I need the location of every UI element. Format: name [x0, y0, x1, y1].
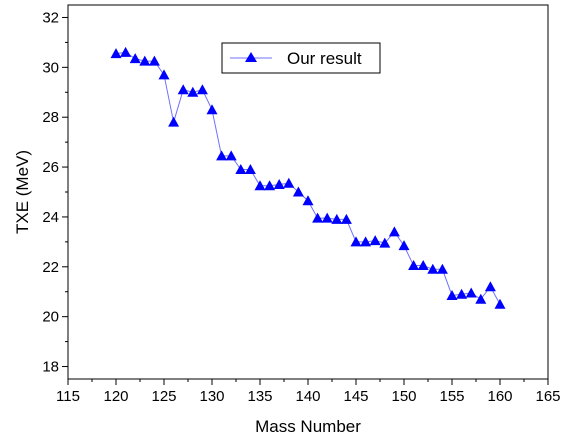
x-tick-label: 115	[56, 388, 80, 405]
x-tick-label: 140	[295, 388, 320, 405]
data-point-triangle	[148, 55, 160, 66]
y-tick-label: 22	[42, 259, 59, 276]
data-point-triangle	[475, 293, 487, 304]
data-point-triangle	[254, 180, 266, 191]
y-tick-label: 28	[42, 109, 59, 126]
data-point-triangle	[446, 289, 458, 300]
data-point-triangle	[427, 263, 439, 274]
data-point-triangle	[139, 55, 151, 66]
data-point-triangle	[273, 179, 285, 190]
data-point-triangle	[340, 213, 352, 224]
legend-marker-triangle-icon	[245, 52, 257, 62]
data-point-triangle	[302, 195, 314, 206]
x-tick-label: 155	[439, 388, 464, 405]
legend-label: Our result	[287, 49, 362, 68]
data-point-triangle	[436, 263, 448, 274]
data-point-triangle	[120, 46, 132, 57]
data-point-triangle	[244, 164, 256, 175]
data-point-triangle	[187, 86, 199, 97]
data-point-triangle	[196, 84, 208, 95]
data-point-triangle	[465, 287, 477, 298]
x-axis-ticks: 115 120 125 130 135 140 145 150 155 160 165	[56, 379, 561, 405]
data-point-triangle	[331, 213, 343, 224]
x-tick-label: 160	[487, 388, 512, 405]
data-point-triangle	[408, 260, 420, 271]
data-point-triangle	[456, 288, 468, 299]
data-point-triangle	[312, 212, 324, 223]
x-tick-label: 145	[343, 388, 368, 405]
data-point-triangle	[206, 104, 218, 115]
data-point-triangle	[321, 212, 333, 223]
data-point-triangle	[283, 177, 295, 188]
y-tick-label: 32	[42, 9, 59, 26]
data-point-triangle	[129, 53, 141, 64]
data-point-triangle	[264, 180, 276, 191]
data-point-triangle	[177, 84, 189, 95]
data-point-triangle	[369, 235, 381, 246]
legend: Our result	[221, 42, 381, 74]
data-point-triangle	[235, 164, 247, 175]
y-tick-label: 24	[42, 209, 59, 226]
x-axis-title: Mass Number	[255, 417, 361, 436]
data-point-triangle	[225, 150, 237, 161]
x-tick-label: 165	[535, 388, 560, 405]
y-axis-title: TXE (MeV)	[13, 150, 32, 234]
x-tick-label: 130	[199, 388, 224, 405]
y-tick-label: 18	[42, 359, 59, 376]
y-tick-label: 26	[42, 159, 59, 176]
x-tick-label: 135	[247, 388, 272, 405]
x-tick-label: 150	[391, 388, 416, 405]
x-tick-label: 125	[151, 388, 176, 405]
x-tick-label: 120	[103, 388, 128, 405]
data-point-triangle	[168, 116, 180, 127]
data-point-triangle	[494, 298, 506, 309]
y-tick-label: 20	[42, 309, 59, 326]
series-layer	[110, 46, 506, 309]
data-point-triangle	[484, 281, 496, 292]
data-point-triangle	[216, 150, 228, 161]
data-point-triangle	[292, 186, 304, 197]
data-point-triangle	[398, 240, 410, 251]
data-point-triangle	[417, 260, 429, 271]
y-tick-label: 30	[42, 59, 59, 76]
data-point-triangle	[388, 226, 400, 237]
y-axis-ticks: 18 20 22 24 26 28 30 32	[42, 9, 68, 376]
data-point-triangle	[110, 48, 122, 59]
data-point-triangle	[360, 236, 372, 247]
data-point-triangle	[379, 237, 391, 248]
data-point-triangle	[158, 69, 170, 80]
data-point-triangle	[350, 236, 362, 247]
